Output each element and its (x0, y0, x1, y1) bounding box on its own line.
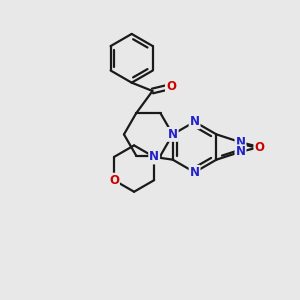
Text: N: N (168, 128, 178, 141)
Text: O: O (109, 174, 119, 187)
Text: N: N (190, 115, 200, 128)
Text: O: O (166, 80, 176, 93)
Text: N: N (236, 146, 245, 158)
Text: N: N (190, 166, 200, 179)
Text: N: N (236, 136, 245, 149)
Text: N: N (149, 151, 159, 164)
Text: O: O (254, 140, 264, 154)
